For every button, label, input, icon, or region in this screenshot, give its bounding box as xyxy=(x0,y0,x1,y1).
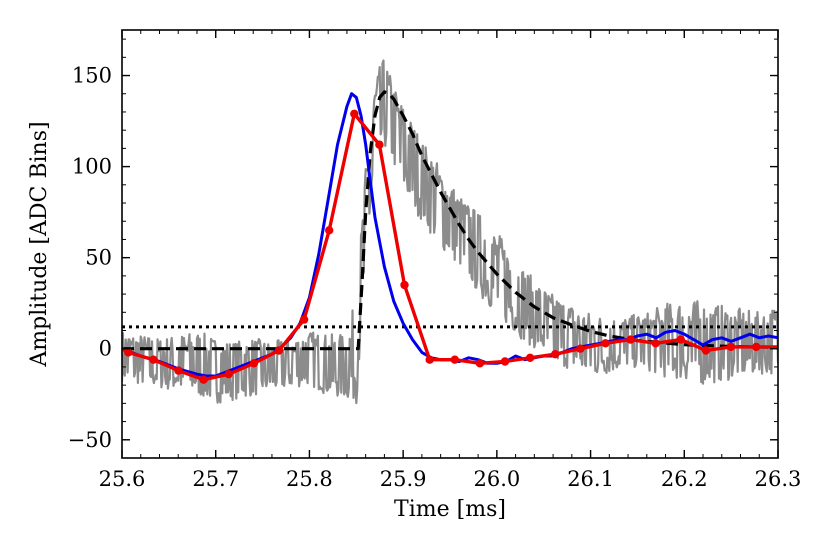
marker-point xyxy=(199,375,208,384)
y-tick-label: −50 xyxy=(68,428,112,452)
axis-ticks: 25.6 25.7 25.8 25.9 26.0 26.1 26.2 26.3 −50 0 50 10… xyxy=(68,30,802,491)
x-axis-label: Time [ms] xyxy=(394,497,506,522)
marker-point xyxy=(450,355,459,364)
series-fit-curve xyxy=(122,90,778,351)
x-tick-label: 25.6 xyxy=(99,467,146,491)
x-tick-label: 25.7 xyxy=(192,467,239,491)
marker-point xyxy=(701,346,711,355)
marker-point xyxy=(274,346,284,355)
marker-point xyxy=(375,140,384,149)
x-tick-label: 26.0 xyxy=(473,467,520,491)
marker-point xyxy=(551,350,560,359)
plot-frame xyxy=(121,29,779,459)
marker-point xyxy=(350,109,359,119)
marker-point xyxy=(425,355,434,364)
x-tick-label: 26.2 xyxy=(661,467,708,491)
marker-point xyxy=(174,366,183,375)
marker-point xyxy=(299,315,309,324)
marker-point xyxy=(752,342,761,352)
marker-point xyxy=(400,280,409,290)
marker-point xyxy=(124,348,133,357)
series-sampled-signal xyxy=(122,112,778,382)
marker-point xyxy=(500,357,510,366)
marker-point xyxy=(475,359,485,368)
marker-point xyxy=(676,335,685,344)
marker-point xyxy=(576,344,585,353)
y-tick-label: 50 xyxy=(85,246,112,270)
y-tick-label: 150 xyxy=(72,64,112,88)
x-tick-label: 25.9 xyxy=(380,467,427,491)
marker-point xyxy=(626,335,635,344)
marker-point xyxy=(601,339,610,348)
x-tick-label: 25.8 xyxy=(286,467,333,491)
marker-point xyxy=(249,359,259,368)
marker-point xyxy=(651,339,660,348)
marker-point xyxy=(325,226,334,235)
y-tick-label: 0 xyxy=(99,337,112,361)
x-tick-label: 26.3 xyxy=(755,467,802,491)
y-axis-label: Amplitude [ADC Bins] xyxy=(27,121,52,367)
series-raw-signal xyxy=(122,59,778,405)
marker-point xyxy=(224,370,233,379)
marker-point xyxy=(149,355,158,364)
x-tick-label: 26.1 xyxy=(567,467,614,491)
plot-area xyxy=(122,59,778,405)
y-tick-label: 100 xyxy=(72,155,112,179)
marker-point xyxy=(525,353,535,362)
marker-point xyxy=(726,342,736,352)
